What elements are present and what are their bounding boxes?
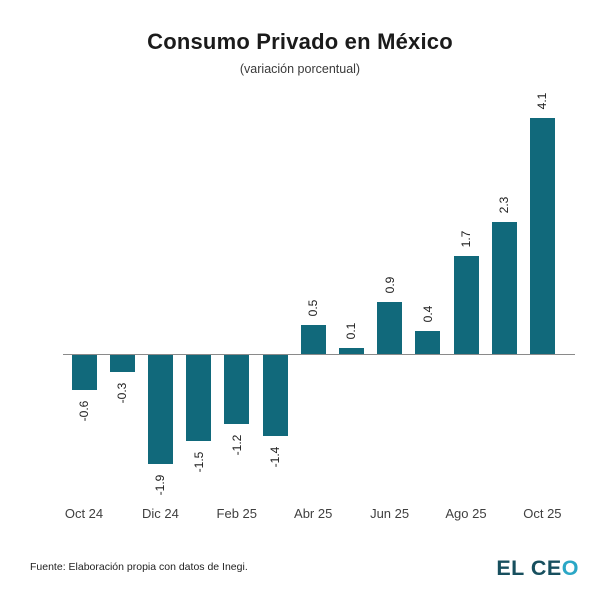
x-tick-label: Feb 25 (216, 506, 258, 521)
el-ceo-logo: EL CEO (496, 556, 579, 581)
bar (186, 355, 212, 441)
bar (529, 118, 555, 354)
bar-value-label: 0.5 (306, 299, 321, 316)
bar-value-label: 0.9 (382, 276, 397, 293)
logo-text-accent: O (561, 556, 579, 580)
logo-text-dark: EL CE (496, 556, 562, 580)
bar-value-label: 1.7 (459, 230, 473, 247)
bar (109, 355, 135, 372)
bar (377, 302, 403, 354)
bar (71, 355, 97, 390)
bar-value-label: -1.2 (229, 434, 244, 455)
bar (224, 355, 250, 424)
bar-value-label: -0.3 (115, 382, 130, 403)
bar-value-label: -0.6 (77, 400, 91, 421)
x-tick-label: Ago 25 (445, 506, 487, 521)
x-tick-label: Oct 25 (523, 506, 562, 521)
bar-value-label: 0.4 (420, 305, 435, 322)
bar (262, 355, 288, 436)
x-tick-label: Dic 24 (141, 506, 179, 521)
bar-value-label: 0.1 (344, 322, 359, 339)
x-tick-label: Oct 24 (64, 506, 104, 521)
zero-axis-line (63, 354, 575, 355)
chart-subtitle: (variación porcentual) (239, 62, 361, 76)
chart-title: Consumo Privado en México (147, 29, 453, 54)
bar-value-label: -1.5 (191, 451, 206, 472)
bar (491, 222, 517, 354)
x-tick-label: Abr 25 (294, 506, 333, 521)
bar-value-label: 4.1 (535, 92, 550, 109)
source-note: Fuente: Elaboración propia con datos de … (30, 561, 248, 573)
bar (338, 348, 364, 354)
bar (147, 355, 173, 464)
bar (415, 331, 441, 354)
bar-value-label: -1.4 (268, 446, 282, 467)
x-tick-label: Jun 25 (370, 506, 410, 521)
bar (453, 256, 479, 354)
bar-value-label: 2.3 (497, 196, 512, 213)
bar (300, 325, 326, 354)
